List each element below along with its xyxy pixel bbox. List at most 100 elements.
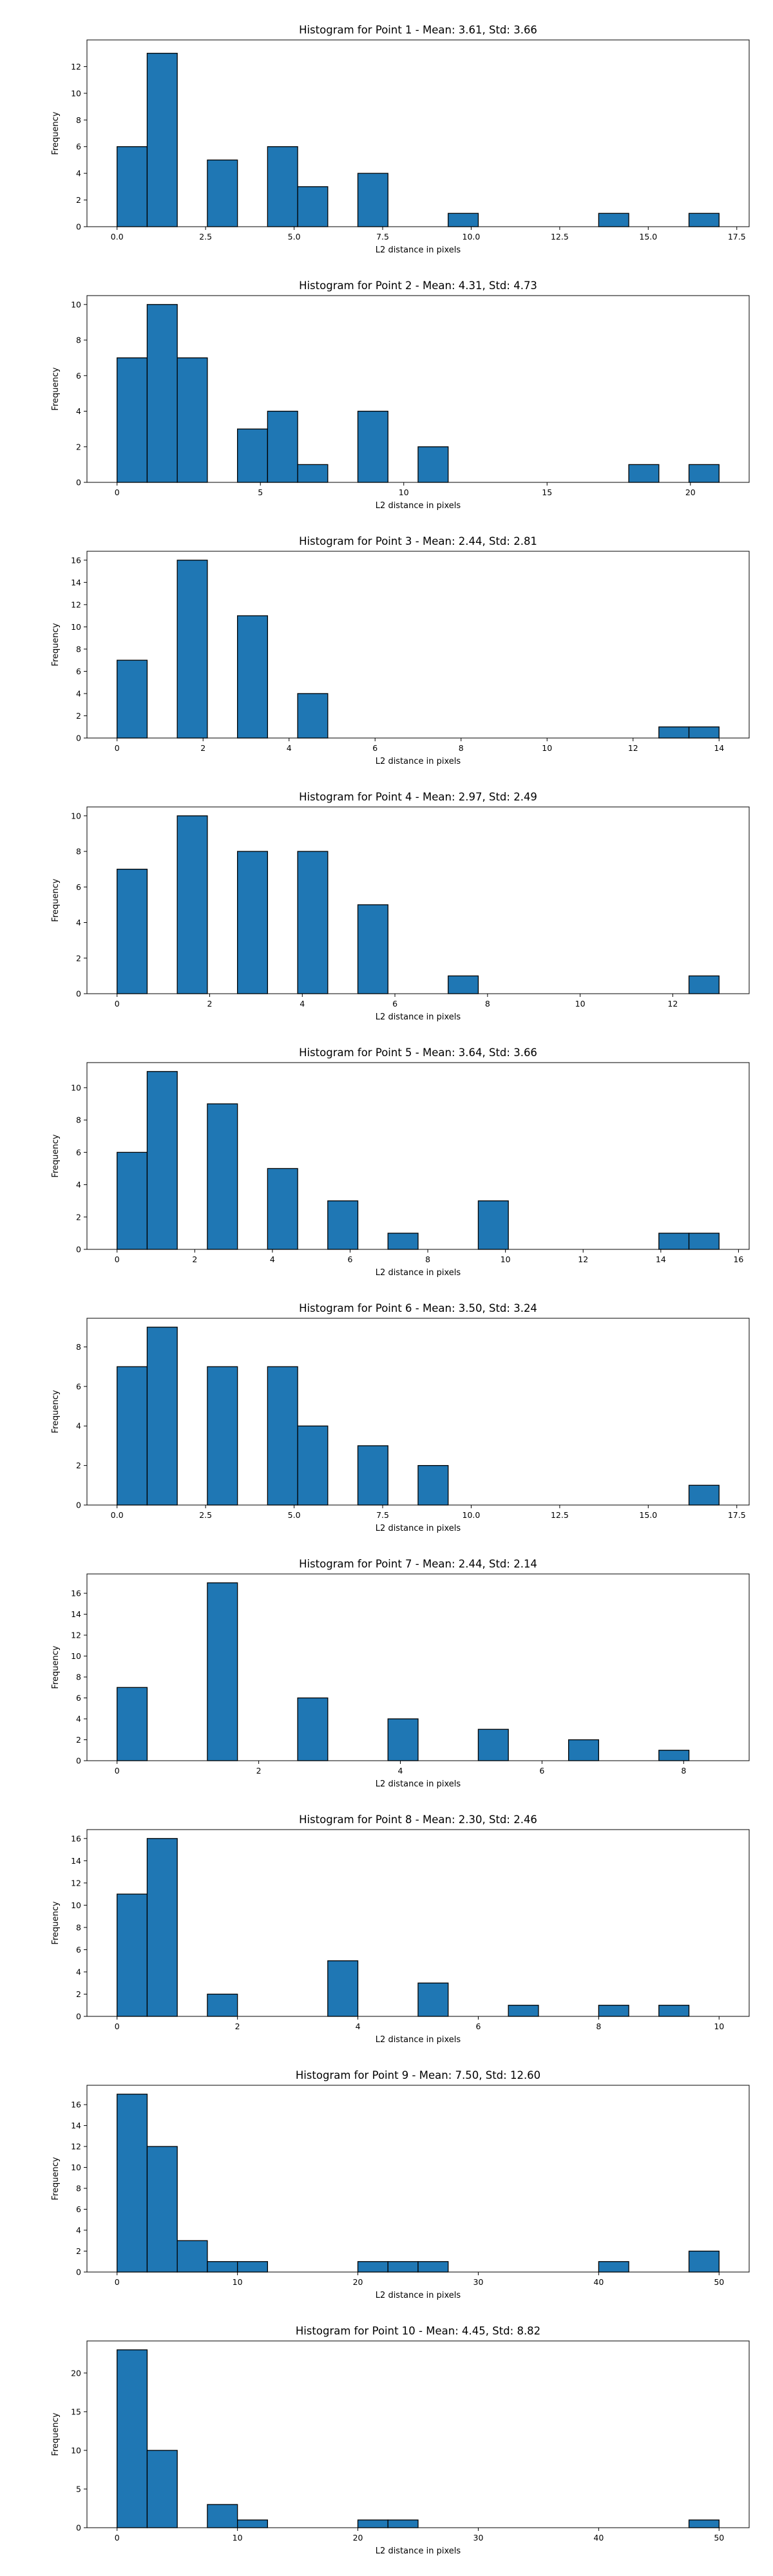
histogram-bar	[688, 1484, 720, 1506]
histogram-bar	[117, 869, 148, 994]
x-axis-label: L2 distance in pixels	[376, 2546, 461, 2556]
y-tick-label: 8	[76, 2184, 81, 2193]
y-tick-label: 10	[71, 811, 81, 820]
y-axis-label: Frequency	[51, 1390, 61, 1433]
x-tick-label: 16	[733, 1255, 743, 1264]
histogram-bar	[628, 464, 660, 483]
histogram-bar	[146, 1838, 178, 2017]
y-tick-label: 4	[76, 2226, 81, 2235]
y-tick-label: 6	[76, 882, 81, 892]
x-tick-label: 20	[353, 2533, 363, 2543]
y-tick-label: 2	[76, 953, 81, 963]
y-tick-label: 2	[76, 1735, 81, 1745]
y-axis-label: Frequency	[51, 367, 61, 410]
x-tick-label: 0	[115, 2277, 120, 2287]
x-tick-label: 10.0	[463, 232, 481, 242]
histogram-bar	[146, 1327, 178, 1506]
x-tick-label: 0	[115, 488, 120, 497]
histogram-bar	[146, 53, 178, 227]
x-tick-label: 40	[593, 2277, 604, 2287]
x-tick-label: 15	[542, 488, 552, 497]
y-tick-label: 8	[76, 336, 81, 345]
histogram-bar	[146, 1071, 178, 1250]
x-tick-label: 10	[501, 1255, 511, 1264]
histogram-panel-7: Histogram for Point 7 - Mean: 2.44, Std:…	[51, 1558, 750, 1789]
histogram-bar	[658, 2005, 690, 2017]
histogram-bar	[598, 213, 629, 227]
x-tick-label: 2.5	[199, 1510, 212, 1520]
y-tick-label: 4	[76, 1967, 81, 1976]
histogram-bar	[357, 2519, 388, 2528]
y-axis-label: Frequency	[51, 2157, 61, 2200]
y-tick-label: 6	[76, 142, 81, 151]
axes-frame	[86, 1573, 750, 1761]
histogram-bar	[117, 1151, 148, 1250]
x-tick-label: 0	[115, 1766, 120, 1776]
histogram-bar	[267, 410, 298, 483]
histogram-panel-5: Histogram for Point 5 - Mean: 3.64, Std:…	[51, 1046, 750, 1278]
histogram-bar	[688, 464, 720, 483]
y-tick-label: 2	[76, 195, 81, 205]
x-tick-label: 40	[593, 2533, 604, 2543]
y-tick-label: 4	[76, 688, 81, 698]
histogram-panel-6: Histogram for Point 6 - Mean: 3.50, Std:…	[51, 1302, 750, 1533]
y-tick-label: 6	[76, 371, 81, 381]
x-tick-label: 12.5	[551, 1510, 569, 1520]
y-tick-label: 16	[71, 1589, 81, 1598]
histogram-bar	[448, 975, 479, 994]
y-tick-label: 8	[76, 644, 81, 654]
histogram-bar	[357, 173, 388, 227]
x-tick-label: 5.0	[288, 232, 301, 242]
x-tick-label: 4	[300, 999, 305, 1009]
histogram-bar	[387, 2261, 419, 2273]
y-tick-label: 6	[76, 667, 81, 676]
y-axis-label: Frequency	[51, 878, 61, 922]
histogram-bar	[598, 2261, 629, 2273]
histogram-bar	[658, 1233, 690, 1250]
x-tick-label: 10.0	[463, 1510, 481, 1520]
y-tick-label: 16	[71, 555, 81, 565]
y-tick-label: 0	[76, 2523, 81, 2533]
x-tick-label: 7.5	[376, 1510, 389, 1520]
histogram-bar	[236, 851, 269, 994]
y-tick-label: 10	[71, 2445, 81, 2455]
y-tick-label: 0	[76, 989, 81, 999]
histogram-panel-10: Histogram for Point 10 - Mean: 4.45, Std…	[51, 2325, 750, 2556]
x-tick-label: 6	[372, 743, 377, 753]
y-tick-label: 0	[76, 1245, 81, 1255]
y-tick-label: 2	[76, 2246, 81, 2256]
y-axis-label: Frequency	[51, 1134, 61, 1177]
y-tick-label: 5	[76, 2484, 81, 2494]
y-tick-label: 12	[71, 2142, 81, 2152]
x-tick-label: 10	[542, 743, 552, 753]
x-tick-label: 0	[115, 2022, 120, 2031]
x-tick-label: 15.0	[639, 232, 657, 242]
y-axis-label: Frequency	[51, 623, 61, 666]
x-axis-label: L2 distance in pixels	[376, 2035, 461, 2045]
histogram-bar	[688, 1233, 720, 1250]
y-tick-label: 6	[76, 2204, 81, 2214]
x-tick-label: 12	[628, 743, 638, 753]
x-tick-label: 8	[459, 743, 464, 753]
x-tick-label: 8	[681, 1766, 686, 1776]
x-tick-label: 2.5	[199, 232, 212, 242]
histogram-bar	[146, 2450, 178, 2528]
y-tick-label: 14	[71, 1609, 81, 1619]
histogram-bar	[417, 2261, 449, 2273]
y-tick-label: 14	[71, 2121, 81, 2130]
histogram-bar	[477, 1728, 509, 1761]
y-tick-label: 10	[71, 299, 81, 309]
histogram-bar	[177, 560, 208, 739]
x-tick-label: 6	[392, 999, 397, 1009]
histogram-bar	[207, 1582, 238, 1761]
histogram-bar	[357, 2261, 388, 2273]
x-axis-label: L2 distance in pixels	[376, 1268, 461, 1278]
y-axis-label: Frequency	[51, 2412, 61, 2456]
x-tick-label: 30	[473, 2277, 484, 2287]
histogram-bar	[117, 2094, 148, 2273]
histogram-bar	[327, 1200, 359, 1250]
x-tick-label: 6	[348, 1255, 353, 1264]
histogram-bar	[207, 1993, 238, 2017]
histogram-panel-4: Histogram for Point 4 - Mean: 2.97, Std:…	[51, 791, 750, 1022]
x-tick-label: 10	[233, 2277, 243, 2287]
